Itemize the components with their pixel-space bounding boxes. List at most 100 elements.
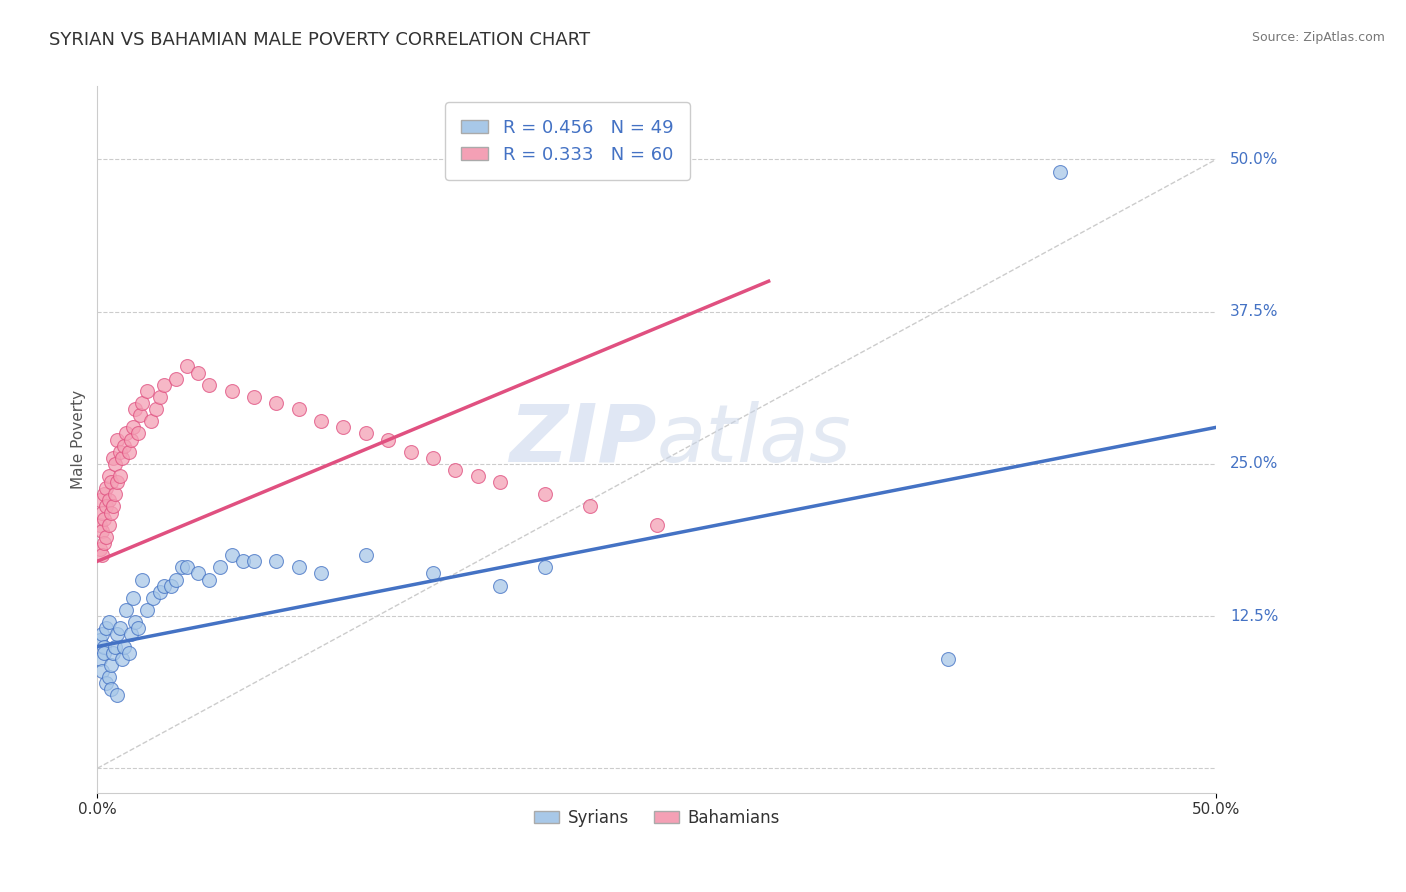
Point — [96, 621, 118, 635]
Point — [100, 657, 122, 672]
Point — [287, 560, 309, 574]
Point — [108, 469, 131, 483]
Point — [96, 481, 118, 495]
Point — [160, 579, 183, 593]
Point — [89, 651, 111, 665]
Point — [145, 402, 167, 417]
Point — [128, 408, 150, 422]
Y-axis label: Male Poverty: Male Poverty — [72, 390, 86, 489]
Point — [165, 573, 187, 587]
Point — [198, 377, 221, 392]
Point — [221, 548, 243, 562]
Point — [108, 621, 131, 635]
Point — [936, 651, 959, 665]
Point — [93, 646, 115, 660]
Point — [645, 517, 668, 532]
Point — [399, 444, 422, 458]
Point — [354, 548, 377, 562]
Point — [578, 500, 600, 514]
Point — [332, 420, 354, 434]
Point — [97, 517, 120, 532]
Point — [243, 390, 266, 404]
Legend: Syrians, Bahamians: Syrians, Bahamians — [527, 803, 786, 834]
Point — [309, 414, 332, 428]
Point — [209, 560, 232, 574]
Point — [97, 469, 120, 483]
Point — [287, 402, 309, 417]
Point — [104, 640, 127, 654]
Point — [124, 402, 146, 417]
Point — [135, 603, 157, 617]
Point — [120, 627, 142, 641]
Point — [153, 377, 176, 392]
Point — [104, 457, 127, 471]
Point — [489, 475, 512, 490]
Point — [131, 573, 153, 587]
Point — [135, 384, 157, 398]
Point — [89, 542, 111, 557]
Point — [422, 566, 444, 581]
Text: SYRIAN VS BAHAMIAN MALE POVERTY CORRELATION CHART: SYRIAN VS BAHAMIAN MALE POVERTY CORRELAT… — [49, 31, 591, 49]
Point — [96, 530, 118, 544]
Point — [377, 433, 399, 447]
Point — [107, 627, 129, 641]
Point — [422, 450, 444, 465]
Point — [176, 560, 198, 574]
Text: 37.5%: 37.5% — [1230, 304, 1278, 319]
Point — [100, 682, 122, 697]
Point — [139, 414, 162, 428]
Point — [96, 500, 118, 514]
Point — [90, 664, 112, 678]
Point — [111, 651, 134, 665]
Point — [165, 371, 187, 385]
Point — [108, 444, 131, 458]
Point — [176, 359, 198, 374]
Point — [107, 688, 129, 702]
Point — [309, 566, 332, 581]
Point — [534, 560, 557, 574]
Point — [97, 670, 120, 684]
Point — [104, 487, 127, 501]
Point — [221, 384, 243, 398]
Point — [93, 511, 115, 525]
Point — [115, 603, 138, 617]
Point — [120, 433, 142, 447]
Point — [187, 566, 209, 581]
Point — [101, 500, 124, 514]
Point — [489, 579, 512, 593]
Point — [1049, 164, 1071, 178]
Point — [118, 646, 141, 660]
Point — [127, 426, 149, 441]
Point — [187, 366, 209, 380]
Point — [107, 475, 129, 490]
Point — [149, 584, 172, 599]
Point — [107, 433, 129, 447]
Point — [534, 487, 557, 501]
Point — [93, 640, 115, 654]
Point — [153, 579, 176, 593]
Point — [131, 396, 153, 410]
Point — [354, 426, 377, 441]
Point — [90, 506, 112, 520]
Point — [97, 615, 120, 629]
Point — [118, 444, 141, 458]
Point — [101, 450, 124, 465]
Point — [101, 646, 124, 660]
Point — [111, 450, 134, 465]
Text: 12.5%: 12.5% — [1230, 608, 1278, 624]
Point — [198, 573, 221, 587]
Point — [124, 615, 146, 629]
Point — [93, 487, 115, 501]
Point — [112, 640, 135, 654]
Point — [112, 439, 135, 453]
Point — [122, 420, 145, 434]
Point — [444, 463, 467, 477]
Text: Source: ZipAtlas.com: Source: ZipAtlas.com — [1251, 31, 1385, 45]
Text: ZIP: ZIP — [509, 401, 657, 478]
Point — [93, 536, 115, 550]
Point — [266, 554, 288, 568]
Point — [467, 469, 489, 483]
Point — [89, 633, 111, 648]
Point — [127, 621, 149, 635]
Point — [100, 506, 122, 520]
